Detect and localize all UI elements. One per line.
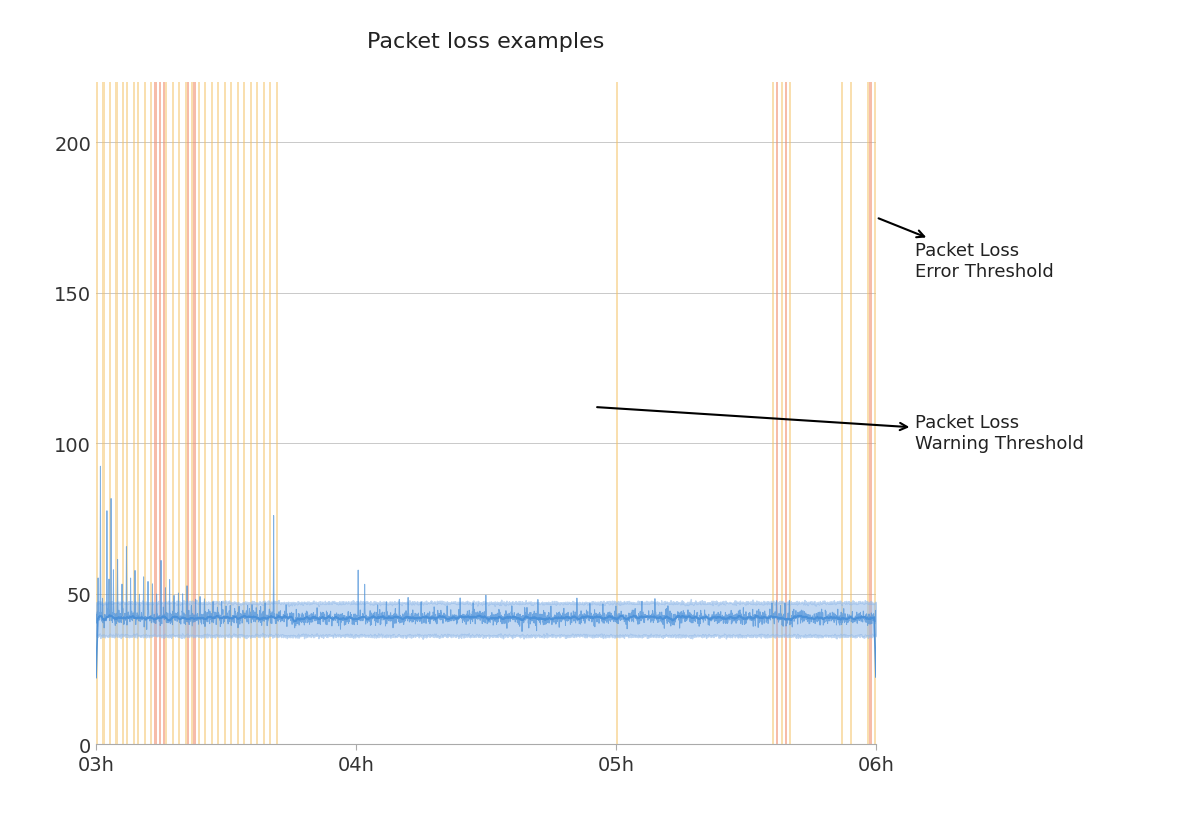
Bar <box>230 83 233 744</box>
Bar <box>193 83 196 744</box>
Bar <box>96 83 98 744</box>
Bar <box>269 83 271 744</box>
Bar <box>870 83 871 744</box>
Bar <box>781 83 782 744</box>
Bar <box>276 83 278 744</box>
Bar <box>244 83 246 744</box>
Bar <box>217 83 220 744</box>
Bar <box>126 83 128 744</box>
Text: Packet Loss
Error Threshold: Packet Loss Error Threshold <box>878 219 1054 280</box>
Bar <box>102 83 104 744</box>
Title: Packet loss examples: Packet loss examples <box>367 32 605 52</box>
Bar <box>187 83 190 744</box>
Bar <box>841 83 844 744</box>
Bar <box>191 83 193 744</box>
Bar <box>133 83 134 744</box>
Bar <box>155 83 157 744</box>
Bar <box>785 83 787 744</box>
Bar <box>263 83 265 744</box>
Bar <box>850 83 852 744</box>
Bar <box>109 83 112 744</box>
Bar <box>163 83 166 744</box>
Bar <box>224 83 226 744</box>
Bar <box>257 83 258 744</box>
Bar <box>144 83 146 744</box>
Bar <box>874 83 876 744</box>
Bar <box>185 83 187 744</box>
Bar <box>150 83 152 744</box>
Bar <box>198 83 200 744</box>
Bar <box>616 83 618 744</box>
Bar <box>158 83 161 744</box>
Bar <box>179 83 180 744</box>
Bar <box>172 83 174 744</box>
Bar <box>790 83 792 744</box>
Bar <box>115 83 118 744</box>
Bar <box>204 83 206 744</box>
Bar <box>166 83 168 744</box>
Bar <box>211 83 212 744</box>
Bar <box>250 83 252 744</box>
Bar <box>122 83 124 744</box>
Bar <box>772 83 774 744</box>
Bar <box>776 83 779 744</box>
Bar <box>236 83 239 744</box>
Text: Packet Loss
Warning Threshold: Packet Loss Warning Threshold <box>598 408 1084 452</box>
Bar <box>137 83 139 744</box>
Bar <box>868 83 870 744</box>
